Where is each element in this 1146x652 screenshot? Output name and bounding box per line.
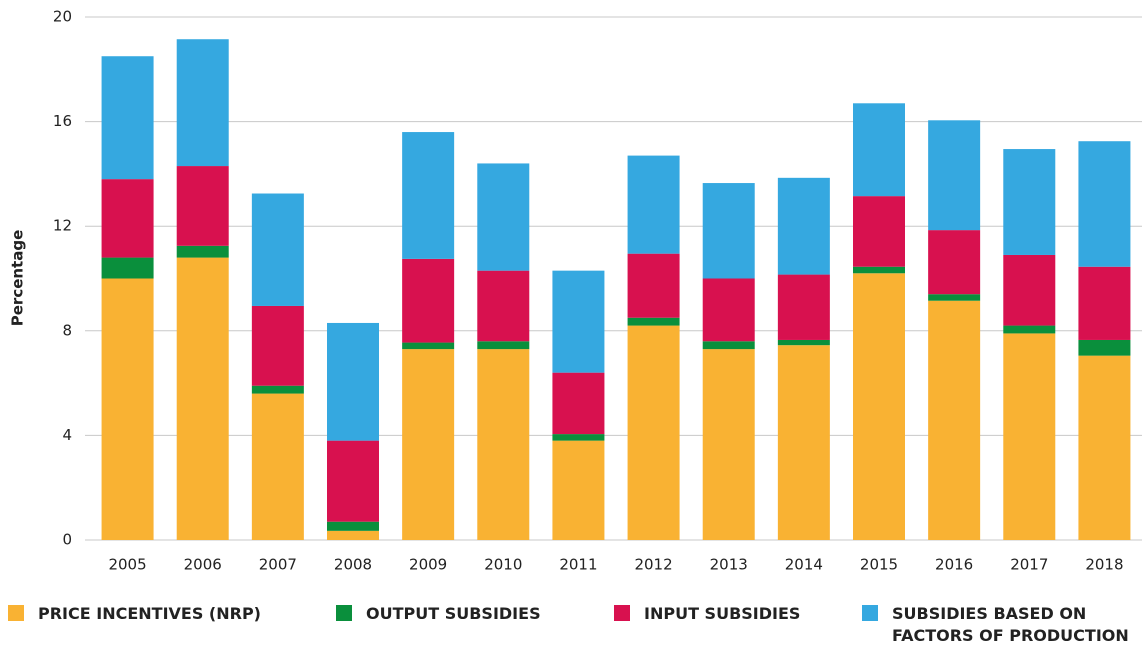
y-tick-label: 20 [53, 8, 72, 26]
bar-segment [477, 349, 530, 540]
legend-item: OUTPUT SUBSIDIES [336, 603, 541, 625]
bar-segment [327, 530, 379, 540]
y-axis-label: Percentage [9, 230, 27, 327]
bar-segment [402, 132, 455, 259]
x-tick-label: 2010 [484, 556, 522, 574]
legend-swatch [614, 605, 630, 621]
bar-segment [702, 183, 755, 279]
x-tick-label: 2018 [1085, 556, 1123, 574]
x-tick-label: 2013 [710, 556, 748, 574]
bar-segment [251, 193, 304, 306]
bar-segment [552, 440, 605, 540]
legend-item: SUBSIDIES BASED ON FACTORS OF PRODUCTION [862, 603, 1146, 647]
bar-segment [327, 440, 379, 522]
bar-segment [777, 339, 830, 346]
x-tick-label: 2011 [559, 556, 597, 574]
bar-segment [327, 521, 379, 531]
legend-item: INPUT SUBSIDIES [614, 603, 800, 625]
bar-segment [251, 385, 304, 394]
bar-segment [702, 278, 755, 342]
bar-segment [777, 345, 830, 540]
bar-segment [928, 294, 981, 301]
legend-label: PRICE INCENTIVES (NRP) [38, 604, 261, 623]
bar-segment [853, 273, 905, 540]
x-tick-label: 2008 [334, 556, 372, 574]
x-tick-label: 2006 [184, 556, 222, 574]
x-tick-label: 2012 [634, 556, 672, 574]
bar-segment [777, 177, 830, 275]
bar-segment [627, 325, 680, 540]
legend-label: OUTPUT SUBSIDIES [366, 604, 541, 623]
bar-segment [702, 349, 755, 540]
bar-segment [928, 300, 981, 540]
bar-segment [1078, 266, 1131, 340]
bar-segment [853, 196, 905, 267]
bar-segment [101, 179, 154, 258]
y-tick-label: 8 [62, 321, 72, 339]
x-tick-label: 2007 [259, 556, 297, 574]
y-tick-label: 4 [62, 426, 72, 444]
x-tick-label: 2017 [1010, 556, 1048, 574]
bar-segment [176, 166, 229, 246]
bar-segment [853, 266, 905, 274]
bar-segment [1003, 325, 1056, 334]
x-tick-label: 2016 [935, 556, 973, 574]
bar-segment [702, 341, 755, 350]
x-tick-label: 2015 [860, 556, 898, 574]
bar-segment [1003, 333, 1056, 540]
bar-segment [176, 257, 229, 540]
y-tick-label: 0 [62, 531, 72, 549]
bar-segment [928, 120, 981, 231]
legend-swatch [8, 605, 24, 621]
bar-segment [251, 305, 304, 386]
bar-segment [402, 258, 455, 343]
legend-swatch [336, 605, 352, 621]
bar-segment [552, 270, 605, 373]
x-tick-label: 2005 [108, 556, 146, 574]
bar-segment [1078, 141, 1131, 267]
bar-segment [1003, 149, 1056, 255]
bar-segment [928, 230, 981, 295]
y-tick-label: 16 [53, 112, 72, 130]
legend-item: PRICE INCENTIVES (NRP) [8, 603, 261, 625]
bar-segment [853, 103, 905, 197]
bar-segment [101, 257, 154, 279]
bar-segment [176, 39, 229, 167]
bar-segment [477, 341, 530, 350]
bar-segment [627, 317, 680, 326]
bar-segment [552, 434, 605, 441]
legend-label: INPUT SUBSIDIES [644, 604, 801, 623]
bar-segment [552, 372, 605, 435]
bar-segment [1078, 339, 1131, 356]
bar-segment [402, 349, 455, 540]
bar-segment [101, 278, 154, 540]
bar-segment [402, 342, 455, 350]
bar-segment [327, 322, 379, 441]
bar-segment [477, 270, 530, 342]
bar-segment [777, 274, 830, 340]
x-tick-label: 2014 [785, 556, 823, 574]
bar-segment [251, 393, 304, 540]
bar-segment [176, 245, 229, 258]
legend-label: SUBSIDIES BASED ON FACTORS OF PRODUCTION [892, 604, 1129, 645]
legend-swatch [862, 605, 878, 621]
bar-segment [101, 56, 154, 180]
bar-segment [477, 163, 530, 271]
bar-segment [1078, 355, 1131, 540]
x-tick-label: 2009 [409, 556, 447, 574]
bar-segment [627, 155, 680, 254]
bar-segment [627, 253, 680, 318]
y-tick-label: 12 [53, 217, 72, 235]
bar-segment [1003, 254, 1056, 326]
